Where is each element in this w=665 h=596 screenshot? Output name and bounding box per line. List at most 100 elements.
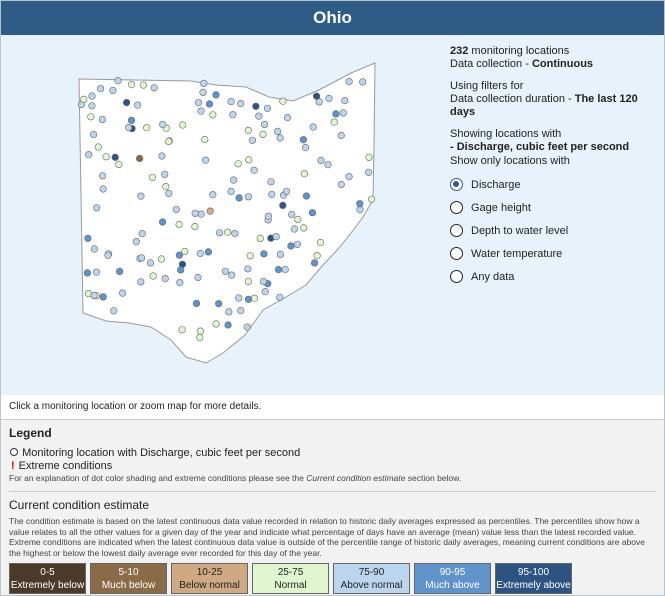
monitoring-location[interactable]: [194, 99, 203, 107]
monitoring-location[interactable]: [345, 77, 353, 86]
monitoring-location[interactable]: [94, 143, 102, 151]
monitoring-location[interactable]: [200, 79, 208, 88]
monitoring-location[interactable]: [206, 207, 214, 215]
monitoring-location[interactable]: [264, 212, 273, 220]
monitoring-location[interactable]: [201, 135, 209, 144]
monitoring-location[interactable]: [224, 228, 232, 236]
radio-option[interactable]: Depth to water level: [450, 219, 570, 242]
monitoring-location[interactable]: [365, 168, 373, 176]
monitoring-location[interactable]: [88, 102, 96, 110]
monitoring-location[interactable]: [109, 86, 117, 95]
monitoring-location[interactable]: [345, 173, 353, 181]
monitoring-location[interactable]: [276, 293, 284, 301]
monitoring-location[interactable]: [250, 294, 259, 302]
monitoring-location[interactable]: [309, 123, 317, 131]
monitoring-location[interactable]: [191, 209, 199, 217]
monitoring-location[interactable]: [231, 229, 239, 238]
monitoring-location[interactable]: [150, 84, 158, 92]
monitoring-location[interactable]: [235, 194, 243, 202]
monitoring-location[interactable]: [159, 218, 167, 226]
monitoring-location[interactable]: [89, 130, 98, 139]
monitoring-location[interactable]: [244, 193, 252, 201]
monitoring-location[interactable]: [102, 153, 110, 161]
radio-button[interactable]: [450, 270, 463, 283]
monitoring-location[interactable]: [196, 249, 204, 258]
radio-button[interactable]: [450, 224, 463, 237]
monitoring-location[interactable]: [283, 113, 292, 122]
monitoring-location[interactable]: [276, 134, 284, 142]
monitoring-location[interactable]: [300, 170, 309, 178]
monitoring-location[interactable]: [148, 173, 156, 181]
monitoring-location[interactable]: [149, 272, 157, 280]
monitoring-location[interactable]: [84, 234, 92, 242]
radio-option[interactable]: Gage height: [450, 196, 570, 219]
monitoring-location[interactable]: [191, 222, 199, 231]
monitoring-location[interactable]: [92, 268, 101, 276]
monitoring-location[interactable]: [143, 124, 151, 132]
monitoring-location[interactable]: [215, 300, 223, 308]
monitoring-location[interactable]: [132, 238, 140, 246]
monitoring-location[interactable]: [115, 267, 124, 275]
monitoring-location[interactable]: [308, 209, 317, 217]
monitoring-location[interactable]: [177, 266, 185, 274]
monitoring-location[interactable]: [337, 180, 345, 189]
monitoring-location[interactable]: [212, 91, 220, 99]
monitoring-location[interactable]: [124, 123, 133, 132]
monitoring-location[interactable]: [313, 92, 321, 100]
monitoring-location[interactable]: [172, 205, 180, 213]
monitoring-location[interactable]: [197, 107, 205, 115]
monitoring-location[interactable]: [250, 166, 258, 174]
monitoring-location[interactable]: [194, 273, 202, 282]
monitoring-location[interactable]: [224, 321, 232, 329]
monitoring-location[interactable]: [365, 153, 373, 161]
monitoring-location[interactable]: [192, 299, 201, 308]
monitoring-location[interactable]: [110, 307, 118, 315]
monitoring-location[interactable]: [259, 277, 268, 286]
monitoring-location[interactable]: [80, 95, 88, 104]
monitoring-location[interactable]: [216, 229, 224, 237]
monitoring-location[interactable]: [96, 85, 105, 93]
monitoring-location[interactable]: [138, 230, 146, 238]
monitoring-location[interactable]: [115, 160, 123, 168]
monitoring-location[interactable]: [118, 289, 127, 297]
monitoring-location[interactable]: [227, 187, 235, 195]
monitoring-location[interactable]: [209, 191, 217, 199]
monitoring-location[interactable]: [244, 277, 252, 286]
monitoring-location[interactable]: [175, 251, 183, 259]
monitoring-location[interactable]: [268, 190, 276, 198]
monitoring-location[interactable]: [276, 250, 285, 258]
monitoring-location[interactable]: [199, 88, 207, 97]
monitoring-location[interactable]: [237, 99, 245, 108]
monitoring-location[interactable]: [261, 120, 269, 128]
monitoring-location[interactable]: [99, 293, 107, 301]
monitoring-location[interactable]: [281, 265, 289, 274]
monitoring-location[interactable]: [261, 288, 269, 296]
monitoring-location[interactable]: [88, 92, 96, 100]
monitoring-location[interactable]: [162, 183, 170, 191]
monitoring-location[interactable]: [225, 308, 233, 316]
monitoring-location[interactable]: [221, 267, 229, 275]
monitoring-location[interactable]: [99, 185, 107, 193]
monitoring-location[interactable]: [368, 195, 376, 203]
monitoring-location[interactable]: [196, 333, 204, 342]
monitoring-location[interactable]: [330, 118, 338, 126]
monitoring-location[interactable]: [104, 251, 112, 259]
monitoring-location[interactable]: [127, 116, 136, 124]
monitoring-location[interactable]: [114, 77, 122, 85]
monitoring-location[interactable]: [237, 307, 245, 315]
monitoring-location[interactable]: [165, 137, 173, 145]
radio-button[interactable]: [450, 178, 463, 191]
monitoring-location[interactable]: [83, 269, 91, 277]
monitoring-location[interactable]: [260, 250, 268, 258]
monitoring-location[interactable]: [263, 104, 272, 112]
monitoring-location[interactable]: [98, 115, 106, 123]
monitoring-location[interactable]: [248, 136, 256, 144]
monitoring-location[interactable]: [158, 152, 166, 160]
monitoring-location[interactable]: [300, 224, 308, 232]
monitoring-location[interactable]: [202, 156, 210, 164]
radio-button[interactable]: [450, 247, 463, 260]
monitoring-location[interactable]: [325, 94, 333, 103]
monitoring-location[interactable]: [301, 143, 310, 152]
monitoring-location[interactable]: [111, 153, 119, 161]
monitoring-location[interactable]: [317, 156, 325, 164]
